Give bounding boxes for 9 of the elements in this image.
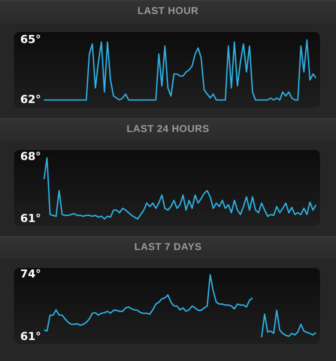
- y-tick-label: 61°: [20, 212, 41, 225]
- y-tick-label: 61°: [20, 330, 41, 344]
- y-tick-label: 74°: [20, 268, 41, 281]
- chart-title: LAST HOUR: [0, 1, 336, 23]
- y-tick-label: 68°: [20, 150, 41, 163]
- y-tick-label: 65°: [20, 32, 41, 46]
- y-tick-label: 62°: [20, 92, 41, 106]
- chart-title: LAST 7 DAYS: [0, 237, 336, 259]
- chart-title: LAST 24 HOURS: [0, 119, 336, 141]
